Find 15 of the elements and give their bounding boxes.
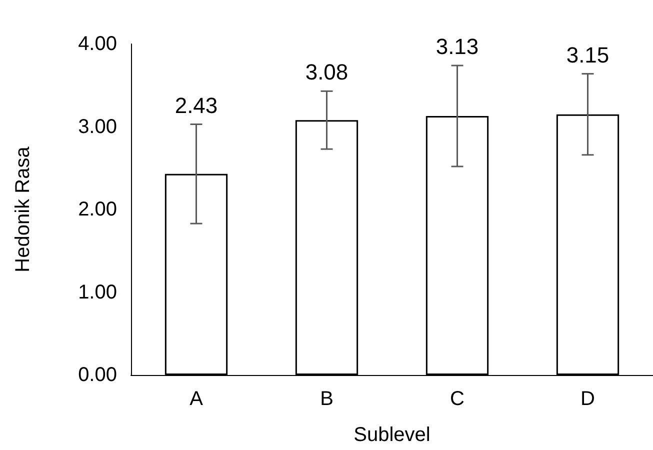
y-tick-label: 3.00 bbox=[78, 116, 117, 138]
data-label: 3.13 bbox=[436, 34, 479, 60]
data-label: 3.15 bbox=[566, 42, 610, 68]
data-label: 2.43 bbox=[174, 92, 218, 118]
data-label: 3.08 bbox=[305, 60, 348, 85]
y-tick-label: 0.00 bbox=[78, 364, 117, 386]
x-tick-label: A bbox=[190, 388, 204, 410]
x-tick-label: B bbox=[320, 388, 334, 410]
y-axis-title: Hedonik Rasa bbox=[12, 146, 34, 272]
x-tick-label: C bbox=[450, 388, 464, 410]
x-axis-title: Sublevel bbox=[354, 424, 430, 446]
y-tick-label: 2.00 bbox=[78, 198, 117, 220]
y-tick-label: 1.00 bbox=[78, 281, 117, 304]
x-tick-label: D bbox=[580, 388, 595, 410]
y-tick-label: 4.00 bbox=[78, 33, 117, 55]
